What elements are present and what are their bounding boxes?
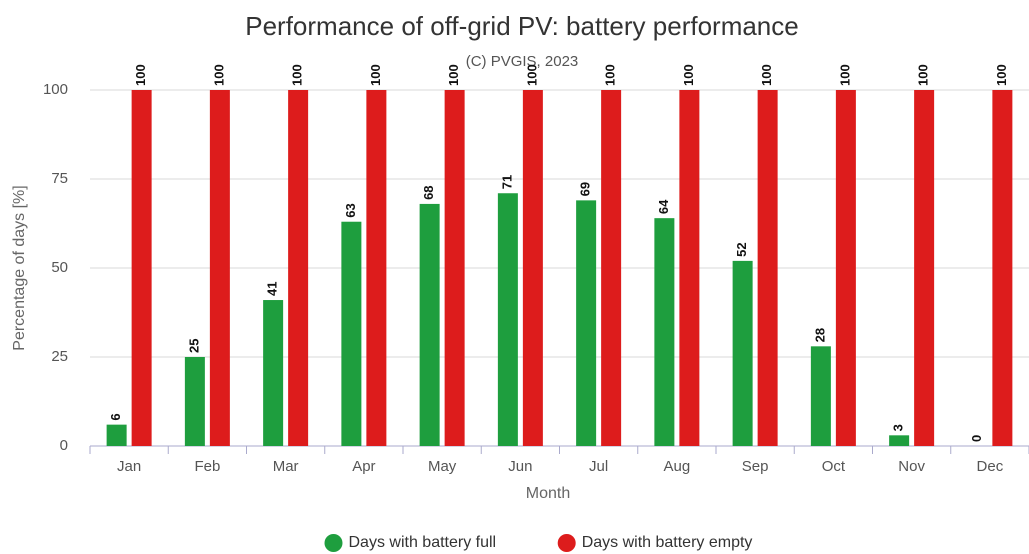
x-tick-label: Jul — [589, 458, 608, 475]
bar — [444, 90, 465, 446]
legend-label: Days with battery full — [349, 534, 497, 551]
bar — [732, 260, 753, 446]
data-label: 100 — [368, 64, 383, 86]
bar — [654, 218, 675, 446]
data-label: 100 — [994, 64, 1009, 86]
x-tick-label: Sep — [742, 458, 769, 475]
bar — [835, 90, 856, 446]
data-label: 100 — [681, 64, 696, 86]
data-label: 28 — [812, 328, 827, 342]
x-tick-label: Feb — [194, 458, 220, 475]
x-tick-label: Jan — [117, 458, 141, 475]
x-tick-label: May — [428, 458, 457, 475]
x-tick-label: Apr — [352, 458, 375, 475]
data-label: 69 — [578, 182, 593, 196]
data-label: 100 — [524, 64, 539, 86]
x-tick-label: Dec — [977, 458, 1004, 475]
data-label: 64 — [656, 199, 671, 214]
y-axis-label: Percentage of days [%] — [11, 185, 28, 350]
data-label: 68 — [421, 185, 436, 199]
x-tick-label: Nov — [898, 458, 925, 475]
x-tick-label: Aug — [664, 458, 691, 475]
bar — [263, 300, 284, 446]
bar — [419, 203, 440, 446]
y-tick-label: 100 — [43, 81, 68, 98]
data-label: 0 — [969, 435, 984, 442]
bar — [288, 90, 309, 446]
chart-title: Performance of off-grid PV: battery perf… — [245, 11, 798, 41]
bar — [679, 90, 700, 446]
bar — [810, 346, 831, 446]
x-tick-label: Oct — [822, 458, 846, 475]
bar — [209, 90, 230, 446]
bar — [914, 90, 935, 446]
data-label: 63 — [343, 203, 358, 217]
legend-label: Days with battery empty — [582, 534, 753, 551]
data-label: 6 — [108, 413, 123, 420]
data-label: 100 — [290, 64, 305, 86]
chart-subtitle: (C) PVGIS, 2023 — [466, 53, 579, 70]
bar — [341, 221, 362, 446]
data-label: 41 — [265, 282, 280, 296]
legend-marker — [324, 534, 343, 552]
data-label: 100 — [916, 64, 931, 86]
x-tick-label: Mar — [273, 458, 299, 475]
bar — [184, 357, 205, 446]
y-tick-label: 0 — [60, 437, 68, 454]
bar — [522, 90, 543, 446]
data-label: 3 — [891, 424, 906, 431]
legend-marker — [557, 534, 576, 552]
bar — [889, 435, 910, 446]
data-label: 100 — [837, 64, 852, 86]
bar — [131, 90, 152, 446]
bar — [757, 90, 778, 446]
data-label: 25 — [186, 339, 201, 353]
bar — [992, 90, 1013, 446]
data-label: 100 — [759, 64, 774, 86]
bar — [601, 90, 622, 446]
data-label: 71 — [499, 175, 514, 189]
data-label: 100 — [446, 64, 461, 86]
x-tick-label: Jun — [508, 458, 532, 475]
bar — [497, 193, 518, 446]
data-label: 100 — [133, 64, 148, 86]
data-label: 100 — [211, 64, 226, 86]
data-label: 100 — [603, 64, 618, 86]
y-tick-label: 50 — [51, 259, 68, 276]
y-tick-label: 75 — [51, 170, 68, 187]
data-label: 52 — [734, 242, 749, 256]
bar — [106, 424, 127, 446]
bar — [576, 200, 597, 446]
bar — [366, 90, 387, 446]
x-axis-label: Month — [526, 485, 570, 502]
y-tick-label: 25 — [51, 348, 68, 365]
